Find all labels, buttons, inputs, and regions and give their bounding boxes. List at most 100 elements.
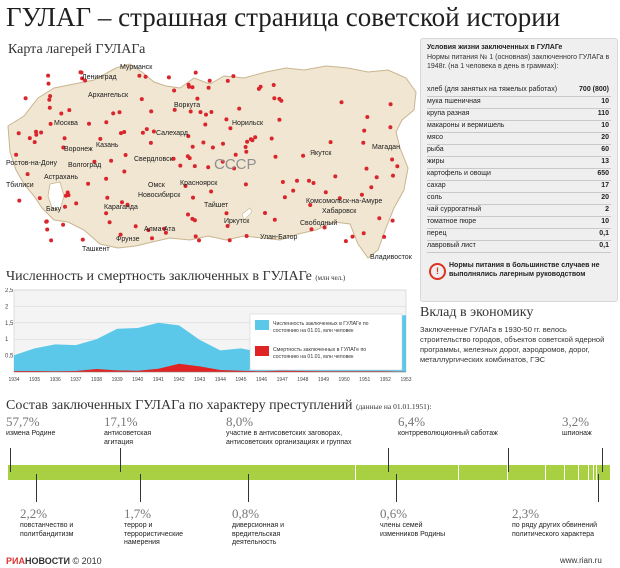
x-tick-label: 1945 [235,377,246,383]
camp-dot [206,85,211,90]
camp-dot [206,165,211,170]
segment-divider [564,465,566,480]
camp-dot [227,238,232,243]
camp-dot [224,211,229,216]
x-tick-label: 1946 [256,377,267,383]
camp-dot [359,192,364,197]
camp-dot [309,227,314,232]
footer-brand: РИАНОВОСТИ © 2010 [6,556,102,566]
footer-site: www.rian.ru [560,556,602,565]
camp-dot [195,96,200,101]
x-tick-label: 1935 [29,377,40,383]
top-pct: 6,4% [398,414,426,429]
x-tick-label: 1937 [70,377,81,383]
bottom-pct: 2,2% [20,506,48,521]
camp-dot [280,180,285,184]
camp-dot [282,195,287,200]
city-label: Новосибирск [138,192,181,199]
bottom-category: члены семей изменников Родины [380,522,446,538]
camp-dot [137,73,142,78]
camp-dot [148,140,153,145]
chart-title-text: Численность и смертность заключенных в Г… [6,269,312,284]
camp-dot [243,145,248,149]
camp-dot [140,130,145,135]
x-tick-label: 1949 [318,377,329,383]
camp-dot [17,198,22,203]
camp-dot [67,108,72,113]
camp-dot [395,164,400,169]
camp-dot [221,141,225,146]
camp-dot [190,216,195,221]
camp-dot [193,234,198,239]
ration-panel: Условия жизни заключенных в ГУЛАГе Нормы… [420,38,618,302]
camp-dot [104,211,109,216]
city-label: Архангельск [88,92,129,99]
ussr-label: СССР [214,156,257,173]
camp-dot [86,181,91,186]
economy-title: Вклад в экономику [420,305,534,320]
ration-item-value: 20 [601,194,609,201]
brand-novosti: НОВОСТИ [24,556,71,566]
x-tick-label: 1941 [153,377,164,383]
ration-row: хлеб (для занятых на тяжелых работах) 700… [427,85,611,97]
city-label: Тбилиси [6,182,34,189]
camp-dot [225,78,230,83]
ration-item-value: 10 [601,218,609,225]
camp-dot [48,121,53,126]
camp-dot [172,107,177,112]
bottom-category: диверсионная и вредительская деятельност… [232,522,284,546]
camp-dot [365,115,370,119]
x-tick-label: 1940 [132,377,143,383]
camp-dot [201,140,206,145]
ration-row: макароны и вермишель 10 [427,121,611,133]
camp-dot [16,131,21,136]
camp-dot [122,130,127,134]
camp-dot [232,166,237,171]
segment-divider [458,465,460,480]
caspian-sea [47,181,65,211]
ration-item-name: томатное пюре [427,218,477,225]
ration-item-name: жиры [427,158,445,165]
city-label: Мурманск [120,64,153,71]
top-pct: 57,7% [6,414,40,429]
camp-dot [14,152,19,157]
camp-dot [369,185,374,190]
city-label: Ташкент [82,246,110,253]
camp-dot [272,217,277,222]
camp-dot [163,230,168,235]
top-pct: 3,2% [562,414,590,429]
camp-dot [231,74,236,79]
ration-row: жиры 13 [427,157,611,169]
camp-dot [183,184,188,188]
y-tick-label: 2,5 [5,288,14,294]
camp-dot [291,188,296,193]
x-tick-label: 1942 [173,377,184,383]
camp-dot [343,239,348,244]
ussr-landmass [7,63,417,259]
ration-row: чай суррогатный 2 [427,205,611,217]
camp-dot [143,74,148,79]
ration-row: мука пшеничная 10 [427,97,611,109]
camp-dot [377,216,382,221]
lake-baikal [241,207,253,221]
camp-dot [244,149,249,154]
camp-dot [203,122,208,127]
camp-dot [271,83,276,87]
leader-line [36,474,37,502]
camp-dot [333,174,338,179]
leader-line [508,448,509,472]
x-tick-label: 1943 [194,377,205,383]
camp-dot [80,237,85,242]
ration-item-value: 110 [597,110,609,117]
camp-dot [362,128,367,133]
ration-item-value: 0,1 [599,230,609,237]
camp-dot [162,226,167,231]
camp-dot [104,176,109,181]
city-label: Свердловск [134,156,173,163]
gulag-map: СССР Мурманск Ленинград Архангельск Воркута… [4,58,418,264]
camp-dot [107,220,112,225]
ration-item-name: крупа разная [427,110,470,117]
camp-dot [350,234,355,239]
camp-dot [47,97,52,102]
camp-dot [328,140,333,145]
